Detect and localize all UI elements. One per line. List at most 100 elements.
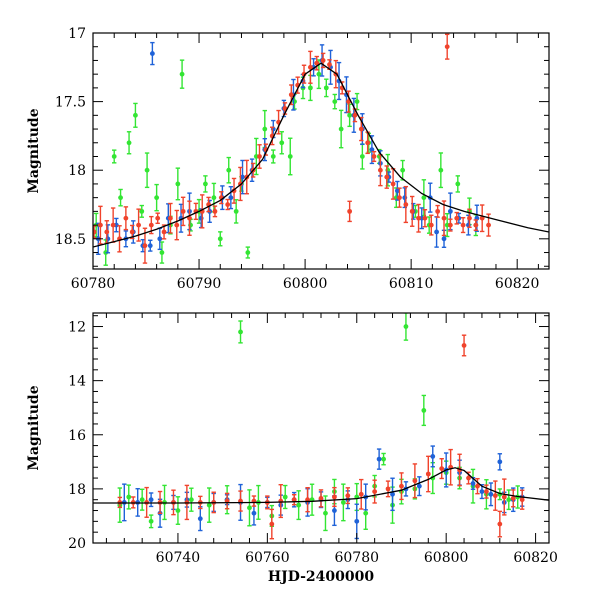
green-data-point	[340, 483, 346, 522]
red-data-point	[416, 203, 421, 233]
x-tick-label: 60780	[334, 550, 379, 566]
green-data-point	[270, 149, 276, 164]
red-data-point	[123, 206, 129, 231]
red-data-point	[212, 205, 218, 218]
green-data-point	[203, 175, 208, 193]
top-plot-frame	[92, 32, 550, 270]
blue-data-point	[148, 492, 154, 508]
green-data-point	[126, 131, 132, 155]
blue-data-point	[416, 476, 422, 497]
red-data-point	[251, 495, 257, 507]
x-tick-label: 60740	[156, 550, 201, 566]
green-data-point	[421, 394, 427, 427]
red-data-point	[435, 204, 441, 218]
red-data-point	[291, 494, 297, 506]
red-data-point	[390, 168, 396, 200]
red-data-point	[372, 479, 378, 504]
top-y-tick-labels: 17 17.5 18 18.5	[55, 26, 86, 248]
green-data-point	[296, 490, 302, 521]
red-data-point	[444, 33, 450, 60]
green-data-point	[323, 495, 328, 532]
red-data-point	[332, 486, 337, 508]
x-tick-label: 60810	[389, 276, 434, 292]
red-data-point	[218, 191, 224, 205]
red-data-point	[454, 211, 460, 225]
red-data-point	[497, 510, 503, 538]
red-data-point	[117, 225, 122, 253]
red-data-point	[110, 207, 116, 243]
red-data-point	[441, 200, 447, 237]
bottom-panel: 60740 60760 60780 60800 60820 12 14 16 18 20 Mag…	[26, 312, 558, 585]
red-data-point	[425, 455, 431, 493]
green-data-point	[217, 231, 223, 247]
blue-data-point	[354, 503, 360, 540]
green-data-point	[279, 131, 285, 155]
red-data-point	[448, 448, 454, 486]
red-data-point	[510, 489, 516, 508]
bottom-x-axis-label: HJD-2400000	[268, 569, 375, 585]
red-data-point	[492, 480, 498, 511]
top-y-axis-label: Magnitude	[26, 108, 42, 193]
green-data-point	[175, 496, 181, 525]
top-panel: 60780 60790 60800 60810 60820 17 17.5 18 18.5 M…	[26, 26, 550, 292]
green-data-point	[139, 204, 145, 218]
bottom-plot-data	[93, 313, 549, 540]
green-data-point	[338, 109, 344, 149]
red-data-point	[439, 458, 445, 480]
red-data-point	[346, 90, 351, 113]
red-data-point	[142, 227, 148, 264]
red-data-point	[161, 224, 167, 240]
red-data-point	[174, 209, 180, 241]
green-data-point	[282, 484, 288, 510]
red-data-point	[224, 492, 230, 510]
red-data-point	[305, 486, 310, 513]
green-data-point	[247, 489, 252, 527]
red-data-point	[460, 217, 466, 234]
green-data-point	[245, 246, 251, 259]
red-data-point	[409, 195, 415, 227]
red-data-point	[347, 200, 353, 223]
green-data-point	[309, 483, 315, 516]
green-data-point	[287, 137, 293, 176]
x-tick-label: 60760	[245, 550, 290, 566]
red-data-point	[412, 463, 418, 499]
red-data-point	[307, 50, 313, 84]
red-data-point	[385, 480, 391, 498]
y-tick-label: 14	[68, 374, 86, 390]
green-data-point	[206, 487, 212, 523]
x-tick-label: 60820	[513, 550, 558, 566]
green-data-point	[133, 102, 138, 128]
red-data-point	[484, 484, 489, 499]
red-data-point	[314, 55, 320, 71]
red-data-point	[345, 487, 351, 505]
blue-data-point	[197, 506, 203, 532]
green-data-point	[354, 92, 360, 111]
blue-data-point	[149, 41, 155, 66]
green-data-point	[238, 320, 243, 344]
green-data-point	[381, 452, 386, 466]
green-data-point	[139, 488, 145, 511]
x-tick-label: 60780	[71, 276, 116, 292]
green-data-point	[144, 152, 150, 189]
red-data-point	[447, 218, 453, 232]
green-data-point	[148, 514, 154, 529]
green-data-point	[211, 182, 217, 213]
bottom-y-tick-labels: 12 14 16 18 20	[68, 320, 86, 552]
red-data-point	[193, 202, 199, 221]
green-data-point	[111, 149, 117, 164]
blue-data-point	[479, 484, 485, 500]
red-data-point	[428, 214, 434, 236]
red-data-point	[473, 219, 479, 231]
y-tick-label: 18.5	[55, 232, 86, 248]
green-data-point	[118, 188, 123, 207]
top-x-tick-labels: 60780 60790 60800 60810 60820	[71, 276, 540, 292]
red-data-point	[397, 187, 402, 208]
green-data-point	[226, 156, 232, 184]
red-data-point	[278, 484, 284, 519]
model-curve	[93, 62, 549, 248]
bottom-plot-frame	[92, 312, 550, 544]
blue-data-point	[488, 482, 494, 507]
red-data-point	[352, 108, 358, 123]
green-data-point	[126, 484, 132, 510]
